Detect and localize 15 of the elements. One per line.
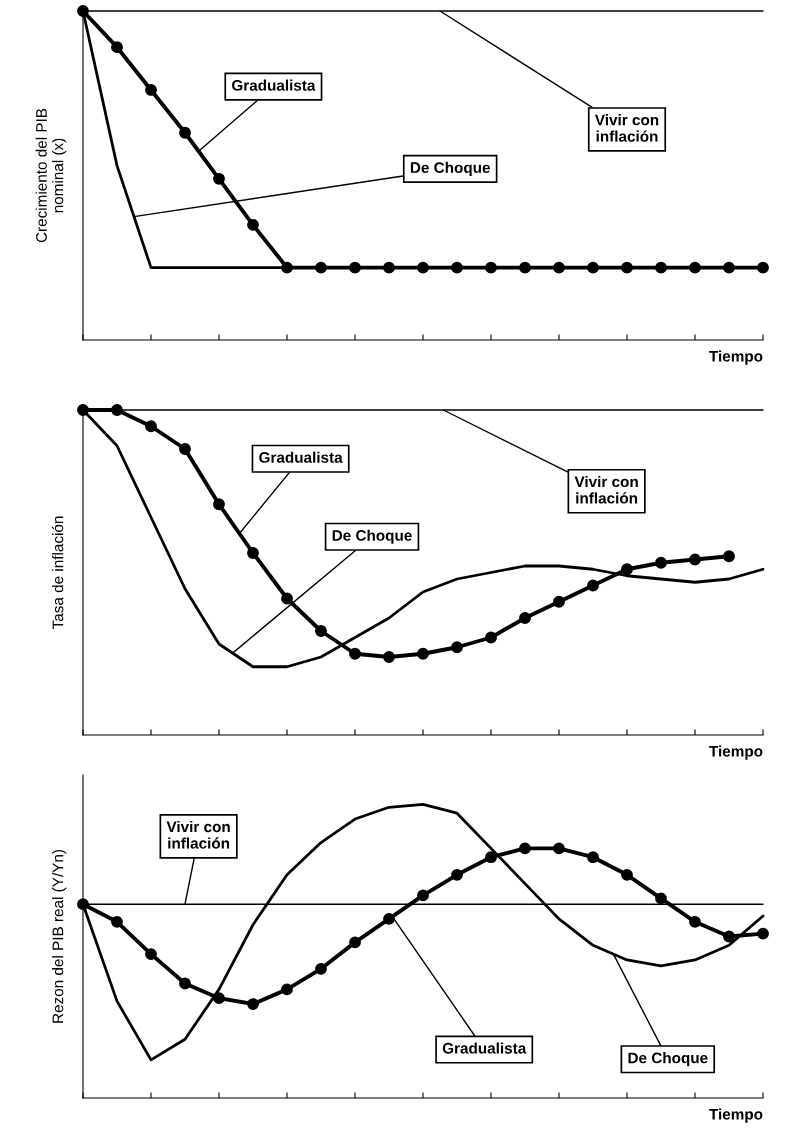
x-axis-title: Tiempo	[709, 745, 763, 760]
text: Gradualista	[232, 79, 316, 91]
x-axis-title: Tiempo	[709, 1108, 763, 1123]
text: Vivir con inflación	[574, 475, 638, 504]
y-axis-title: Rezon del PIB real (Y/Yn)	[52, 849, 67, 1023]
text: De Choque	[410, 161, 490, 177]
text: De Choque	[628, 1052, 708, 1067]
text: De Choque	[332, 529, 412, 544]
y-axis-title: Crecimiento del PIB nominal (x)	[35, 108, 67, 243]
x-axis-title: Tiempo	[709, 350, 763, 365]
text: Gradualista	[259, 451, 343, 463]
y-axis-title: Tasa de inflación	[51, 516, 64, 630]
text: Vivir con inflación	[594, 114, 659, 142]
text: Gradualista	[442, 1042, 527, 1054]
text: Vivir con inflación	[166, 821, 230, 849]
